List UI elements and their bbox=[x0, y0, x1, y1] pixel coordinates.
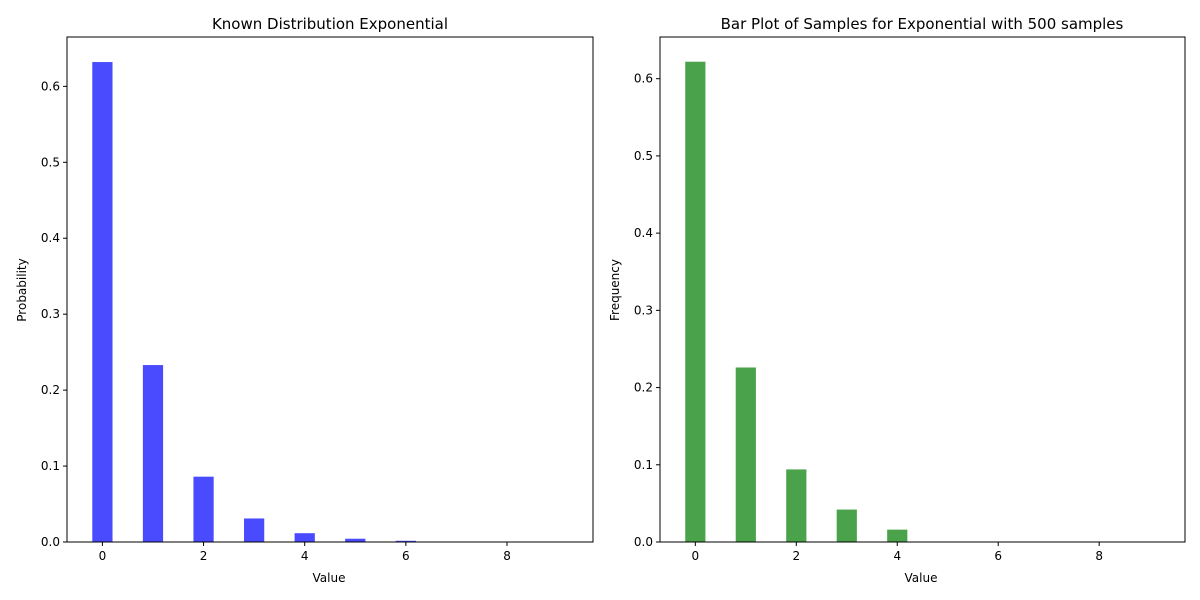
right-chart-y-tick-label: 0.5 bbox=[634, 149, 653, 163]
right-chart-x-tick-label: 8 bbox=[1095, 549, 1103, 563]
left-chart-y-tick-label: 0.2 bbox=[41, 383, 60, 397]
right-chart-y-tick-label: 0.1 bbox=[634, 458, 653, 472]
left-chart-y-tick-label: 0.6 bbox=[41, 79, 60, 93]
left-chart-y-tick-label: 0.4 bbox=[41, 231, 60, 245]
right-chart-y-tick-label: 0.3 bbox=[634, 303, 653, 317]
left-chart-x-tick-label: 2 bbox=[200, 549, 208, 563]
right-chart-x-axis-label: Value bbox=[905, 571, 938, 585]
right-chart-y-tick-label: 0.6 bbox=[634, 72, 653, 86]
left-chart-x-tick-label: 0 bbox=[99, 549, 107, 563]
right-chart-bar bbox=[735, 367, 756, 542]
left-chart-x-axis-label: Value bbox=[313, 571, 346, 585]
right-chart-x-tick-label: 2 bbox=[792, 549, 800, 563]
left-chart-y-tick-label: 0.5 bbox=[41, 155, 60, 169]
right-chart-x-tick-label: 4 bbox=[893, 549, 901, 563]
right-chart-y-tick-label: 0.0 bbox=[634, 535, 653, 549]
left-chart-y-axis-label: Probability bbox=[15, 258, 29, 321]
left-chart-y-tick-label: 0.3 bbox=[41, 307, 60, 321]
right-chart-bar bbox=[685, 61, 706, 543]
left-chart-title: Known Distribution Exponential bbox=[212, 15, 448, 33]
left-chart-x-tick-label: 4 bbox=[301, 549, 309, 563]
left-chart-bar bbox=[142, 365, 164, 542]
left-chart-x-tick-label: 8 bbox=[503, 549, 511, 563]
right-chart-panel: Bar Plot of Samples for Exponential with… bbox=[608, 15, 1186, 585]
left-chart-axes-frame bbox=[66, 36, 594, 543]
right-chart-y-tick-label: 0.4 bbox=[634, 226, 653, 240]
right-chart-y-axis-label: Frequency bbox=[608, 259, 622, 321]
left-chart-bar bbox=[395, 540, 416, 542]
right-chart-bar bbox=[836, 509, 857, 542]
right-chart-y-tick-label: 0.2 bbox=[634, 381, 653, 395]
right-chart-axes-frame bbox=[659, 36, 1186, 543]
left-chart-x-tick-label: 6 bbox=[402, 549, 410, 563]
right-chart-x-tick-label: 6 bbox=[994, 549, 1002, 563]
left-chart-bar bbox=[92, 62, 113, 542]
right-chart-bar bbox=[786, 469, 807, 542]
right-chart-title: Bar Plot of Samples for Exponential with… bbox=[721, 15, 1124, 33]
left-chart-bar bbox=[294, 533, 315, 542]
right-chart-x-tick-label: 0 bbox=[692, 549, 700, 563]
left-chart-y-tick-label: 0.1 bbox=[41, 459, 60, 473]
left-chart-bar bbox=[193, 476, 214, 542]
left-chart-bar bbox=[244, 518, 265, 542]
left-chart-bar bbox=[345, 538, 366, 542]
left-chart-y-tick-label: 0.0 bbox=[41, 535, 60, 549]
right-chart-bar bbox=[887, 529, 908, 542]
left-chart-panel: Known Distribution Exponential Probabili… bbox=[15, 15, 594, 585]
